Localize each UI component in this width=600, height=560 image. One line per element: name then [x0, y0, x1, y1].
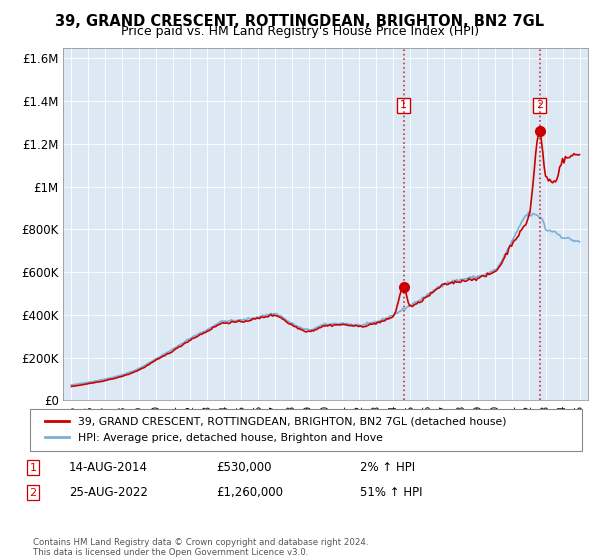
- Text: Price paid vs. HM Land Registry's House Price Index (HPI): Price paid vs. HM Land Registry's House …: [121, 25, 479, 38]
- Text: 2: 2: [536, 100, 543, 110]
- Text: 51% ↑ HPI: 51% ↑ HPI: [360, 486, 422, 500]
- Text: 39, GRAND CRESCENT, ROTTINGDEAN, BRIGHTON, BN2 7GL: 39, GRAND CRESCENT, ROTTINGDEAN, BRIGHTO…: [55, 14, 545, 29]
- Text: 14-AUG-2014: 14-AUG-2014: [69, 461, 148, 474]
- Text: 2: 2: [29, 488, 37, 498]
- Text: 1: 1: [400, 100, 407, 110]
- Text: 25-AUG-2022: 25-AUG-2022: [69, 486, 148, 500]
- Text: 2% ↑ HPI: 2% ↑ HPI: [360, 461, 415, 474]
- Text: £1,260,000: £1,260,000: [216, 486, 283, 500]
- Text: £530,000: £530,000: [216, 461, 271, 474]
- FancyBboxPatch shape: [30, 409, 582, 451]
- Text: Contains HM Land Registry data © Crown copyright and database right 2024.
This d: Contains HM Land Registry data © Crown c…: [33, 538, 368, 557]
- Text: 1: 1: [29, 463, 37, 473]
- Legend: 39, GRAND CRESCENT, ROTTINGDEAN, BRIGHTON, BN2 7GL (detached house), HPI: Averag: 39, GRAND CRESCENT, ROTTINGDEAN, BRIGHTO…: [41, 412, 511, 447]
